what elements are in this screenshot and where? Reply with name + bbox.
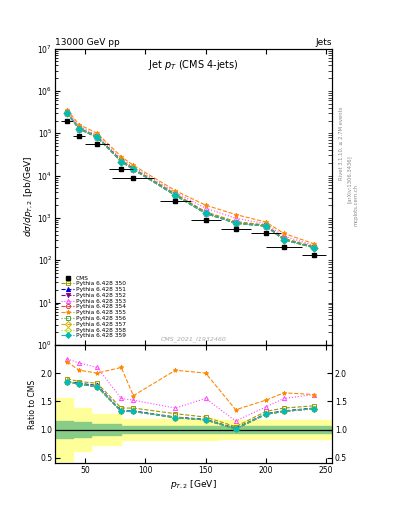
X-axis label: $p_{T,2}$ [GeV]: $p_{T,2}$ [GeV]	[170, 478, 217, 490]
Y-axis label: Ratio to CMS: Ratio to CMS	[28, 379, 37, 429]
Text: Rivet 3.1.10, ≥ 2.7M events: Rivet 3.1.10, ≥ 2.7M events	[339, 106, 344, 180]
Text: 13000 GeV pp: 13000 GeV pp	[55, 38, 120, 47]
Text: Jets: Jets	[316, 38, 332, 47]
Text: mcplots.cern.ch: mcplots.cern.ch	[354, 184, 359, 226]
Text: Jet $p_T$ (CMS 4-jets): Jet $p_T$ (CMS 4-jets)	[148, 57, 239, 72]
Y-axis label: $d\sigma/dp_{T,2}$ [pb/GeV]: $d\sigma/dp_{T,2}$ [pb/GeV]	[22, 156, 35, 238]
Text: [arXiv:1306.3436]: [arXiv:1306.3436]	[347, 155, 352, 203]
Legend: CMS, Pythia 6.428 350, Pythia 6.428 351, Pythia 6.428 352, Pythia 6.428 353, Pyt: CMS, Pythia 6.428 350, Pythia 6.428 351,…	[61, 275, 127, 339]
Text: CMS_2021_I1932460: CMS_2021_I1932460	[161, 336, 226, 342]
